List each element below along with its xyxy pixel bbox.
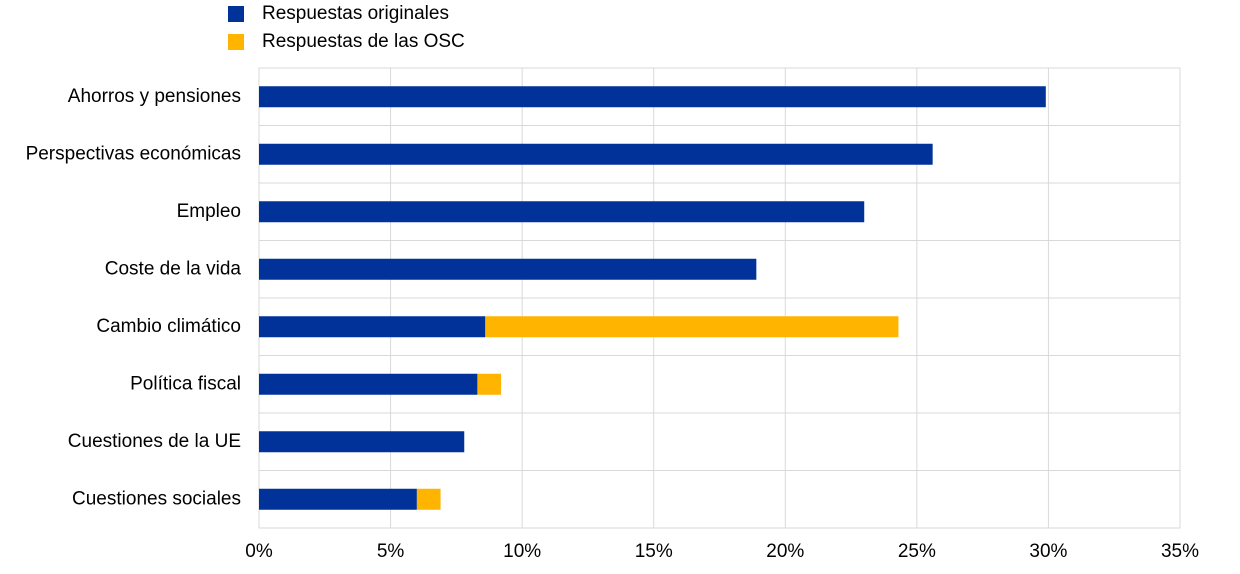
legend-label: Respuestas originales [262, 3, 449, 24]
x-tick-label: 20% [766, 541, 804, 562]
x-tick-label: 35% [1161, 541, 1199, 562]
bar [259, 316, 486, 338]
x-tick-label: 25% [898, 541, 936, 562]
legend-swatch [228, 6, 244, 22]
x-tick-label: 5% [377, 541, 405, 562]
x-tick-label: 10% [503, 541, 541, 562]
bar [485, 316, 899, 338]
legend-label: Respuestas de las OSC [262, 31, 465, 52]
bar [259, 143, 933, 165]
y-tick-label: Coste de la vida [105, 258, 242, 279]
y-tick-label: Empleo [177, 201, 241, 222]
y-tick-label: Cuestiones de la UE [68, 431, 241, 452]
x-tick-label: 30% [1029, 541, 1067, 562]
bar [259, 373, 478, 395]
bar [259, 431, 465, 453]
bar [477, 373, 502, 395]
y-tick-label: Perspectivas económicas [26, 143, 241, 164]
y-tick-label: Política fiscal [130, 373, 241, 394]
bar [259, 258, 757, 280]
bar [259, 86, 1046, 108]
x-tick-label: 15% [635, 541, 673, 562]
bar [259, 488, 417, 510]
y-tick-label: Cambio climático [96, 316, 241, 337]
y-tick-label: Cuestiones sociales [72, 488, 241, 509]
bar [416, 488, 441, 510]
legend-swatch [228, 34, 244, 50]
y-tick-label: Ahorros y pensiones [68, 86, 241, 107]
bar [259, 201, 865, 223]
x-tick-label: 0% [245, 541, 273, 562]
